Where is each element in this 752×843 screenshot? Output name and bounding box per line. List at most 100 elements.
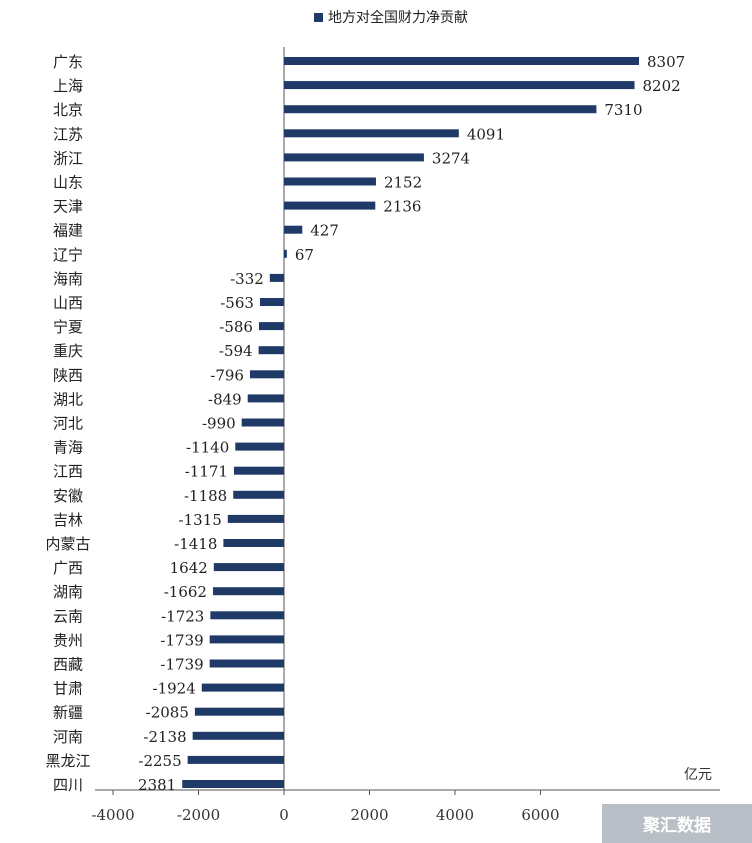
- value-label: 427: [310, 222, 339, 240]
- bar: [241, 418, 284, 427]
- category-label: 浙江: [53, 149, 83, 167]
- category-label: 湖南: [53, 583, 83, 601]
- value-label: -1188: [184, 487, 227, 505]
- bar: [284, 153, 424, 162]
- category-label: 山西: [53, 294, 83, 312]
- category-label: 山东: [53, 174, 83, 192]
- category-label: 宁夏: [53, 318, 83, 336]
- category-label: 天津: [53, 198, 83, 216]
- category-label: 西藏: [53, 656, 83, 674]
- bar: [209, 659, 284, 668]
- x-tick-label: -4000: [91, 806, 134, 824]
- bar: [269, 273, 284, 282]
- value-label: -1924: [153, 680, 196, 698]
- x-tick-label: 4000: [436, 806, 474, 824]
- bar: [187, 755, 284, 764]
- value-label: 2136: [383, 198, 421, 216]
- category-label: 陕西: [53, 366, 83, 384]
- category-label: 福建: [53, 222, 83, 240]
- bar: [233, 490, 284, 499]
- x-tick-label: -2000: [177, 806, 220, 824]
- chart-legend: 地方对全国财力净贡献: [314, 7, 468, 27]
- bar: [209, 635, 284, 644]
- bar: [182, 780, 284, 788]
- value-label: -2255: [138, 752, 181, 770]
- category-label: 重庆: [53, 342, 83, 360]
- value-label: -1140: [186, 439, 229, 457]
- category-label: 湖北: [53, 390, 83, 408]
- value-label: -796: [210, 366, 244, 384]
- value-label: 8202: [643, 77, 681, 95]
- bar: [210, 611, 284, 620]
- category-label: 海南: [53, 270, 83, 288]
- value-label: -990: [202, 415, 236, 433]
- value-label: -1723: [161, 607, 204, 625]
- category-label: 吉林: [53, 511, 83, 529]
- bar: [227, 514, 284, 523]
- x-tick-label: 6000: [521, 806, 559, 824]
- value-label: 8307: [647, 53, 685, 71]
- category-label: 甘肃: [53, 680, 83, 698]
- category-label: 广东: [53, 53, 83, 71]
- category-label: 黑龙江: [45, 752, 90, 770]
- watermark-text: 聚汇数据: [643, 816, 711, 836]
- watermark: 聚汇数据: [602, 804, 752, 843]
- bar: [235, 442, 284, 451]
- bar: [247, 394, 284, 403]
- bar: [284, 225, 303, 234]
- category-label: 北京: [53, 101, 83, 119]
- value-label: -1662: [164, 583, 207, 601]
- value-label: -1315: [179, 511, 222, 529]
- x-tick-label: 0: [279, 806, 289, 824]
- category-label: 青海: [53, 439, 83, 457]
- bar: [249, 370, 284, 379]
- legend-swatch: [314, 12, 323, 22]
- category-label: 安徽: [53, 487, 83, 505]
- bar: [284, 201, 376, 210]
- category-label: 贵州: [53, 631, 83, 649]
- category-label: 内蒙古: [45, 535, 90, 553]
- bar: [284, 177, 376, 186]
- x-tick-label: 2000: [350, 806, 388, 824]
- value-label: -849: [208, 390, 242, 408]
- bar: [284, 81, 635, 90]
- bar: [284, 129, 459, 138]
- value-label: -332: [230, 270, 264, 288]
- legend-label: 地方对全国财力净贡献: [328, 10, 468, 26]
- value-label: 2152: [384, 174, 422, 192]
- value-label: 2381: [138, 776, 176, 794]
- category-label: 辽宁: [53, 246, 83, 264]
- bar: [259, 298, 284, 306]
- value-label: 67: [295, 246, 314, 264]
- category-label: 四川: [53, 776, 83, 794]
- bar: [284, 57, 639, 65]
- bar: [201, 683, 284, 692]
- bar: [233, 466, 284, 475]
- bar: [213, 563, 284, 572]
- category-label: 河北: [53, 415, 83, 433]
- value-label: 7310: [604, 101, 642, 119]
- category-label: 上海: [53, 77, 83, 95]
- bar: [223, 539, 284, 547]
- bar: [258, 322, 284, 331]
- bar: [258, 346, 284, 355]
- category-label: 江西: [53, 463, 83, 481]
- category-label: 云南: [53, 607, 83, 625]
- category-label: 广西: [53, 559, 83, 577]
- value-label: -1418: [174, 535, 217, 553]
- category-label: 江苏: [53, 125, 83, 143]
- category-label: 河南: [53, 728, 83, 746]
- value-label: 3274: [432, 149, 470, 167]
- bar: [212, 587, 284, 596]
- bar: [194, 707, 284, 716]
- value-label: -2085: [146, 704, 189, 722]
- x-axis-unit-label: 亿元: [684, 767, 712, 783]
- bar: [192, 731, 284, 740]
- value-label: -1171: [185, 463, 228, 481]
- value-label: 4091: [467, 125, 505, 143]
- value-label: -594: [219, 342, 253, 360]
- value-label: 1642: [170, 559, 208, 577]
- category-label: 新疆: [53, 704, 83, 722]
- value-label: -1739: [160, 656, 203, 674]
